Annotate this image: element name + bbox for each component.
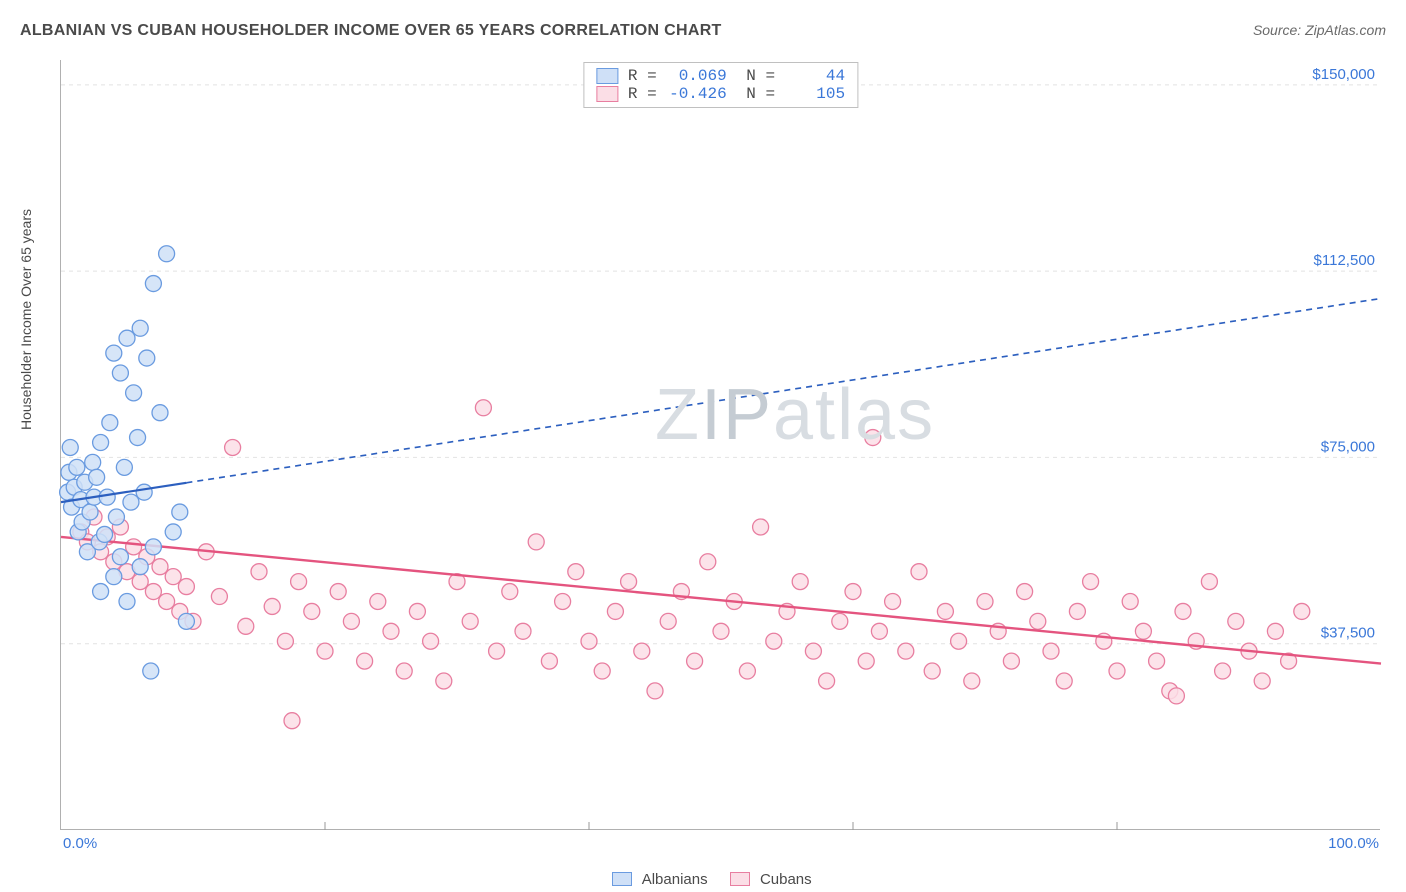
r-label: R = [628,67,657,85]
source-attribution: Source: ZipAtlas.com [1253,22,1386,38]
r-label: R = [628,85,657,103]
n-label: N = [737,67,775,85]
svg-text:$150,000: $150,000 [1312,66,1375,83]
svg-text:$75,000: $75,000 [1321,438,1375,455]
n-value-albanians: 44 [785,67,845,85]
n-label: N = [737,85,775,103]
swatch-cubans-bottom [730,872,750,886]
series-legend: Albanians Cubans [0,871,1406,888]
svg-text:100.0%: 100.0% [1328,835,1379,852]
svg-text:$112,500: $112,500 [1314,252,1375,269]
swatch-albanians-bottom [612,872,632,886]
svg-text:$37,500: $37,500 [1321,625,1375,642]
r-value-cubans: -0.426 [667,85,727,103]
swatch-cubans [596,86,618,102]
stats-row-albanians: R = 0.069 N = 44 [596,67,845,85]
n-value-cubans: 105 [785,85,845,103]
legend-label-cubans: Cubans [760,871,812,888]
r-value-albanians: 0.069 [667,67,727,85]
scatter-svg: $37,500$75,000$112,500$150,0000.0%100.0% [61,60,1381,830]
chart-title: ALBANIAN VS CUBAN HOUSEHOLDER INCOME OVE… [20,22,722,40]
stats-legend: R = 0.069 N = 44 R = -0.426 N = 105 [583,62,858,108]
swatch-albanians [596,68,618,84]
stats-row-cubans: R = -0.426 N = 105 [596,85,845,103]
plot-area: $37,500$75,000$112,500$150,0000.0%100.0%… [60,60,1380,830]
chart-container: ALBANIAN VS CUBAN HOUSEHOLDER INCOME OVE… [0,0,1406,892]
svg-text:0.0%: 0.0% [63,835,97,852]
legend-label-albanians: Albanians [642,871,708,888]
y-axis-label: Householder Income Over 65 years [18,209,34,430]
